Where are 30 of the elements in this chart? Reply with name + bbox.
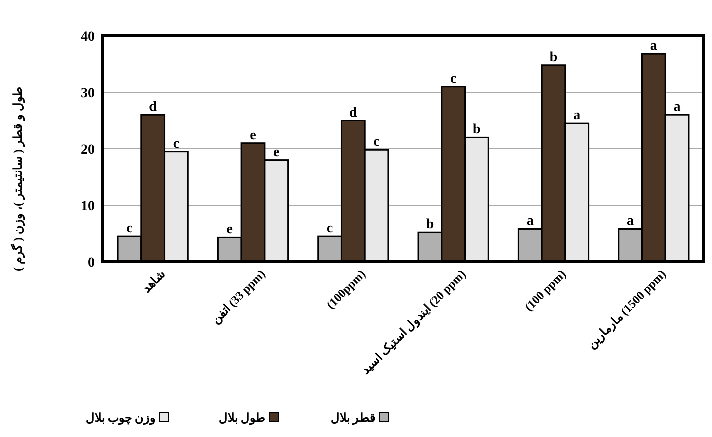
y-tick-label: 40: [81, 30, 95, 45]
legend-label: طول بلال: [219, 411, 266, 426]
data-label: b: [426, 218, 434, 233]
data-label: c: [126, 222, 133, 237]
y-tick-label: 20: [81, 142, 95, 158]
x-tick-label: اتفن (33 ppm): [208, 267, 270, 328]
data-label: e: [274, 145, 280, 160]
y-axis-title: طول و قطر ( سانتیمتر )، وزن ( گرم ): [10, 86, 26, 272]
legend-label: وزن چوب بلال: [86, 411, 156, 426]
legend-label: قطر بلال: [331, 411, 376, 426]
data-label: c: [450, 72, 457, 87]
data-label: d: [149, 100, 158, 116]
data-label: a: [650, 39, 658, 54]
y-tick-label: 10: [81, 199, 95, 214]
data-label: c: [374, 135, 380, 150]
y-tick-label: 30: [81, 86, 95, 102]
x-tick-label: مارمارین (1500 ppm): [584, 267, 670, 352]
x-tick-label: شاهد: [140, 267, 168, 296]
data-label: a: [574, 108, 581, 124]
data-label: c: [326, 222, 334, 237]
data-label: a: [526, 214, 534, 230]
data-label: b: [550, 50, 558, 66]
data-label: c: [173, 136, 180, 152]
data-label: a: [627, 214, 634, 230]
data-label: e: [226, 222, 233, 238]
y-tick-label: 0: [88, 256, 95, 271]
data-label: e: [250, 128, 256, 144]
data-label: d: [350, 106, 358, 121]
data-label: b: [473, 122, 482, 138]
data-label: a: [674, 100, 681, 116]
